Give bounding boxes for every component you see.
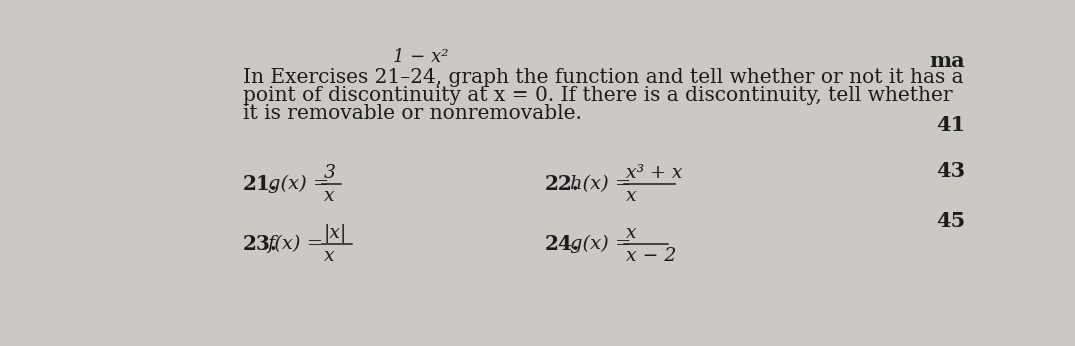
Text: 24.: 24. xyxy=(545,234,580,254)
Text: 3: 3 xyxy=(324,164,335,182)
Text: h(x) =: h(x) = xyxy=(570,175,631,193)
Text: x: x xyxy=(626,224,636,242)
Text: |x|: |x| xyxy=(324,224,347,243)
Text: g(x) =: g(x) = xyxy=(570,235,631,253)
Text: 45: 45 xyxy=(936,211,965,231)
Text: 22.: 22. xyxy=(545,174,579,194)
Text: x³ + x: x³ + x xyxy=(626,164,683,182)
Text: x: x xyxy=(626,186,636,204)
Text: f(x) =: f(x) = xyxy=(268,235,324,253)
Text: it is removable or nonremovable.: it is removable or nonremovable. xyxy=(243,104,582,123)
Text: x: x xyxy=(324,186,334,204)
Text: x: x xyxy=(324,247,334,265)
Text: g(x) =: g(x) = xyxy=(268,175,329,193)
Text: In Exercises 21–24, graph the function and tell whether or not it has a: In Exercises 21–24, graph the function a… xyxy=(243,69,963,88)
Text: 23.: 23. xyxy=(243,234,277,254)
Text: 43: 43 xyxy=(936,161,965,181)
Text: 1 − x²: 1 − x² xyxy=(393,48,449,66)
Text: ma: ma xyxy=(930,51,965,71)
Text: 41: 41 xyxy=(936,115,965,135)
Text: x − 2: x − 2 xyxy=(626,247,676,265)
Text: point of discontinuity at x = 0. If there is a discontinuity, tell whether: point of discontinuity at x = 0. If ther… xyxy=(243,86,952,105)
Text: 21.: 21. xyxy=(243,174,277,194)
